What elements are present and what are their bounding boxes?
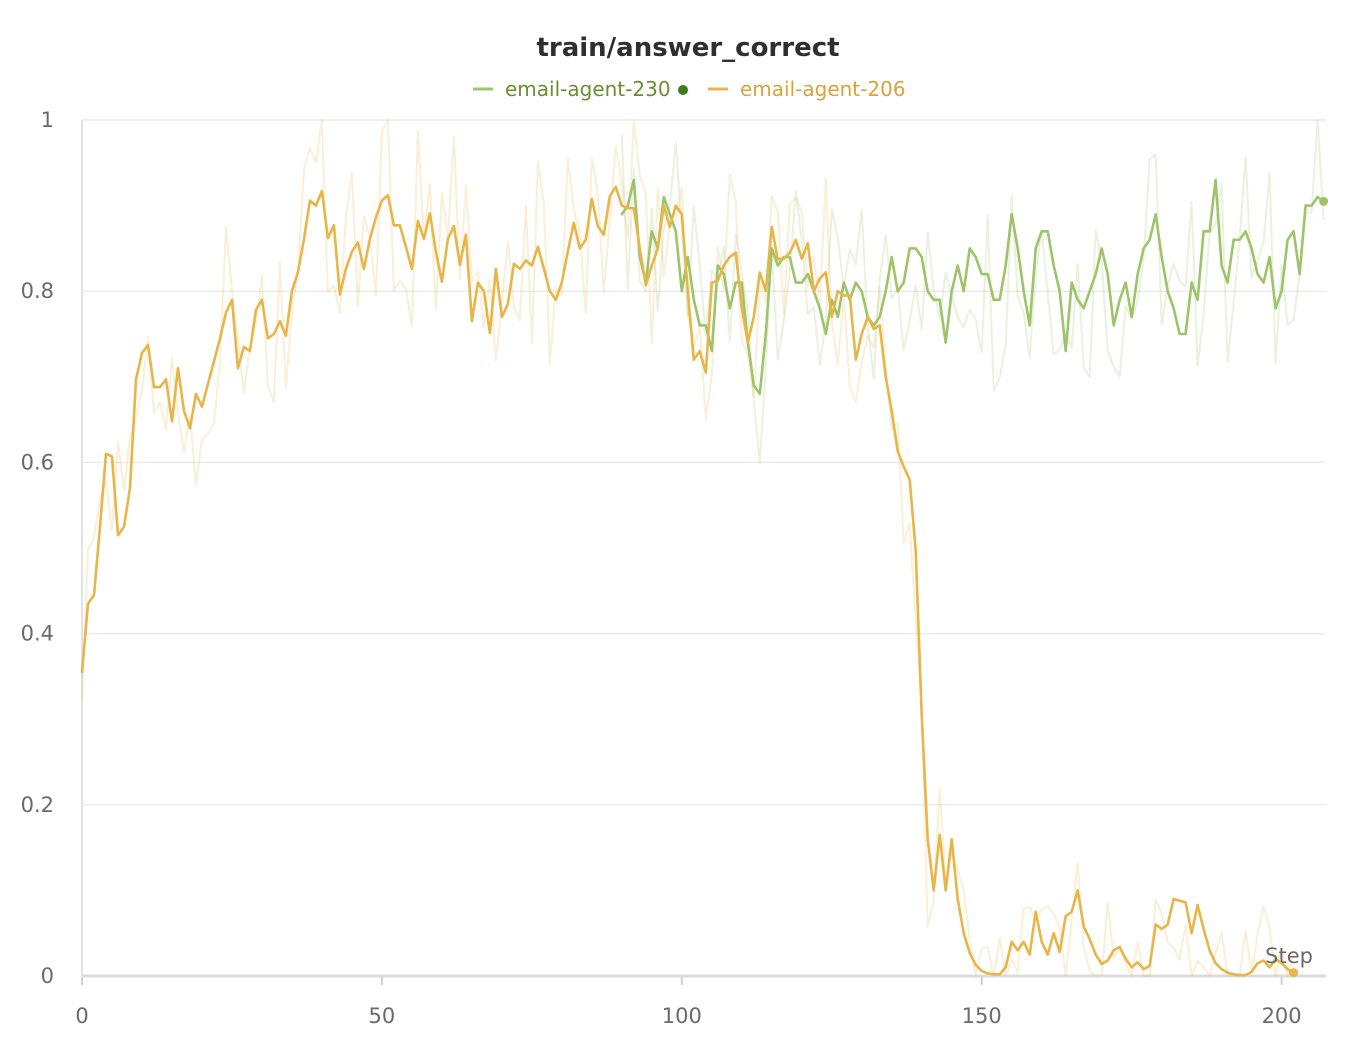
y-tick-label: 0.8: [21, 279, 54, 303]
series-line-email-agent-206[interactable]: [80, 185, 1295, 977]
end-marker-email-agent-230: [1319, 196, 1329, 206]
raw-line-email-agent-230: [620, 119, 1325, 464]
legend-label-email-agent-230[interactable]: email-agent-230: [505, 77, 671, 101]
end-markers: [1289, 196, 1329, 978]
x-tick-label: 0: [75, 1004, 88, 1028]
x-tick-label: 100: [662, 1004, 702, 1028]
smoothed-series[interactable]: [80, 178, 1325, 977]
x-tick-label: 150: [962, 1004, 1002, 1028]
raw-line-email-agent-206: [81, 119, 1295, 977]
x-tick-label: 200: [1262, 1004, 1302, 1028]
legend[interactable]: email-agent-230 email-agent-206: [473, 77, 906, 101]
y-tick-label: 0.4: [21, 622, 54, 646]
legend-label-email-agent-206[interactable]: email-agent-206: [740, 77, 906, 101]
axes: 0 50 100 150 200: [75, 120, 1326, 1028]
y-tick-label: 1: [41, 108, 54, 132]
grid: 0 0.2 0.4 0.6 0.8 1: [21, 108, 1326, 988]
y-tick-label: 0: [41, 964, 54, 988]
x-axis-label: Step: [1265, 944, 1313, 968]
legend-active-dot: [678, 85, 688, 95]
raw-series: [81, 119, 1325, 977]
end-marker-email-agent-206: [1289, 968, 1299, 978]
chart-title: train/answer_correct: [536, 33, 839, 63]
y-tick-label: 0.6: [21, 450, 54, 474]
y-tick-label: 0.2: [21, 793, 54, 817]
x-tick-label: 50: [369, 1004, 396, 1028]
